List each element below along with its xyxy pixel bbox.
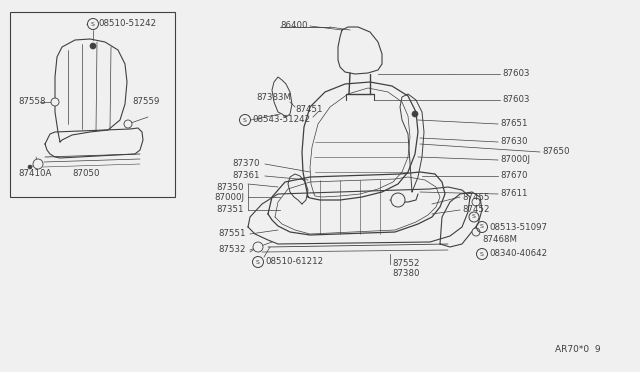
Circle shape bbox=[253, 242, 263, 252]
Circle shape bbox=[124, 120, 132, 128]
Text: 87603: 87603 bbox=[502, 96, 529, 105]
Text: 87651: 87651 bbox=[500, 119, 527, 128]
Circle shape bbox=[391, 193, 405, 207]
Text: 87000J: 87000J bbox=[500, 155, 530, 164]
Circle shape bbox=[472, 198, 480, 206]
Text: 08510-61212: 08510-61212 bbox=[265, 257, 323, 266]
Circle shape bbox=[33, 159, 43, 169]
Text: 87630: 87630 bbox=[500, 138, 527, 147]
Text: 87670: 87670 bbox=[500, 171, 527, 180]
Text: 08513-51097: 08513-51097 bbox=[489, 222, 547, 231]
Text: 87558: 87558 bbox=[18, 97, 45, 106]
Text: 87451: 87451 bbox=[295, 106, 323, 115]
Text: 87551: 87551 bbox=[218, 230, 246, 238]
Text: AR70*0  9: AR70*0 9 bbox=[555, 345, 600, 354]
Text: S: S bbox=[91, 22, 95, 26]
Text: 87350: 87350 bbox=[216, 183, 244, 192]
Text: S: S bbox=[256, 260, 260, 264]
Text: 87370: 87370 bbox=[232, 160, 260, 169]
Text: 87380: 87380 bbox=[392, 269, 419, 279]
Text: 87361: 87361 bbox=[232, 171, 260, 180]
Text: 86400: 86400 bbox=[280, 22, 307, 31]
Text: 87532: 87532 bbox=[218, 246, 246, 254]
Text: 87455: 87455 bbox=[462, 192, 490, 202]
Text: 87468M: 87468M bbox=[482, 235, 517, 244]
Text: 87552: 87552 bbox=[392, 260, 419, 269]
Bar bbox=[10, 12, 175, 197]
Text: 87050: 87050 bbox=[72, 170, 99, 179]
Text: S: S bbox=[472, 215, 476, 219]
Text: 87650: 87650 bbox=[542, 148, 570, 157]
Text: S: S bbox=[480, 224, 484, 230]
Circle shape bbox=[28, 165, 32, 169]
Text: 08510-51242: 08510-51242 bbox=[98, 19, 156, 29]
Text: 87611: 87611 bbox=[500, 189, 527, 199]
Circle shape bbox=[472, 228, 480, 236]
Text: 08543-51242: 08543-51242 bbox=[252, 115, 310, 125]
Circle shape bbox=[90, 43, 96, 49]
Text: 87000J: 87000J bbox=[214, 192, 244, 202]
Text: 87410A: 87410A bbox=[18, 170, 51, 179]
Text: S: S bbox=[480, 251, 484, 257]
Text: S: S bbox=[243, 118, 247, 122]
Text: 87452: 87452 bbox=[462, 205, 490, 215]
Text: 87351: 87351 bbox=[216, 205, 244, 215]
Text: 08340-40642: 08340-40642 bbox=[489, 250, 547, 259]
Text: 87603: 87603 bbox=[502, 70, 529, 78]
Text: 87559: 87559 bbox=[132, 97, 159, 106]
Circle shape bbox=[412, 111, 418, 117]
Text: 87383M: 87383M bbox=[256, 93, 291, 102]
Circle shape bbox=[51, 98, 59, 106]
